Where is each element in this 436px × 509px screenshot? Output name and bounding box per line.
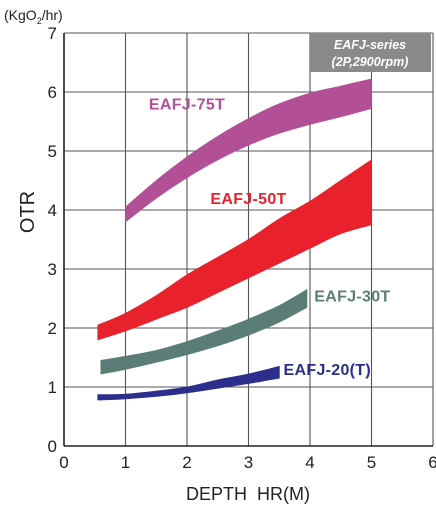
- series-label-eafj-20-t: EAFJ-20(T): [284, 362, 371, 379]
- y-unit-prefix: (KgO: [4, 7, 37, 23]
- y-tick-label-2: 2: [48, 319, 57, 338]
- x-tick-label-6: 6: [428, 453, 436, 472]
- band-eafj-20-t: [97, 365, 280, 401]
- y-tick-label-0: 0: [48, 437, 57, 456]
- y-tick-label-6: 6: [48, 83, 57, 102]
- y-unit-suffix: /hr): [42, 7, 63, 23]
- x-tick-label-4: 4: [305, 453, 314, 472]
- band-eafj-75t: [125, 78, 372, 223]
- x-axis-title: DEPTH HR(M): [186, 484, 310, 504]
- x-tick-label-2: 2: [182, 453, 191, 472]
- x-tick-label-3: 3: [244, 453, 253, 472]
- x-tick-label-5: 5: [367, 453, 376, 472]
- y-axis-title: OTR: [17, 191, 39, 233]
- axes: [63, 33, 433, 447]
- data-bands: [97, 78, 372, 401]
- series-label-eafj-30t: EAFJ-30T: [314, 288, 390, 305]
- series-label-eafj-50t: EAFJ-50T: [210, 191, 286, 208]
- legend-line-1: EAFJ-series: [334, 38, 406, 52]
- legend-line-2: (2P,2900rpm): [332, 55, 409, 69]
- series-label-eafj-75t: EAFJ-75T: [149, 97, 225, 114]
- y-unit-subscript: 2: [37, 16, 42, 26]
- y-tick-label-5: 5: [48, 142, 57, 161]
- legend-box: EAFJ-series (2P,2900rpm): [310, 33, 431, 72]
- tick-labels: 0 1 2 3 4 5 6 0 1 2 3 4 5 6 7: [48, 24, 436, 472]
- x-tick-label-1: 1: [121, 453, 130, 472]
- band-eafj-30t: [100, 288, 308, 375]
- y-tick-label-4: 4: [48, 201, 57, 220]
- series-labels: EAFJ-75T EAFJ-50T EAFJ-30T EAFJ-20(T): [149, 97, 390, 380]
- x-tick-label-0: 0: [59, 453, 68, 472]
- y-unit-label: (KgO2/hr): [4, 7, 63, 26]
- legend-background: [310, 33, 431, 72]
- y-tick-label-3: 3: [48, 260, 57, 279]
- y-tick-label-1: 1: [48, 378, 57, 397]
- band-eafj-50t: [97, 159, 372, 341]
- y-tick-label-7: 7: [48, 24, 57, 43]
